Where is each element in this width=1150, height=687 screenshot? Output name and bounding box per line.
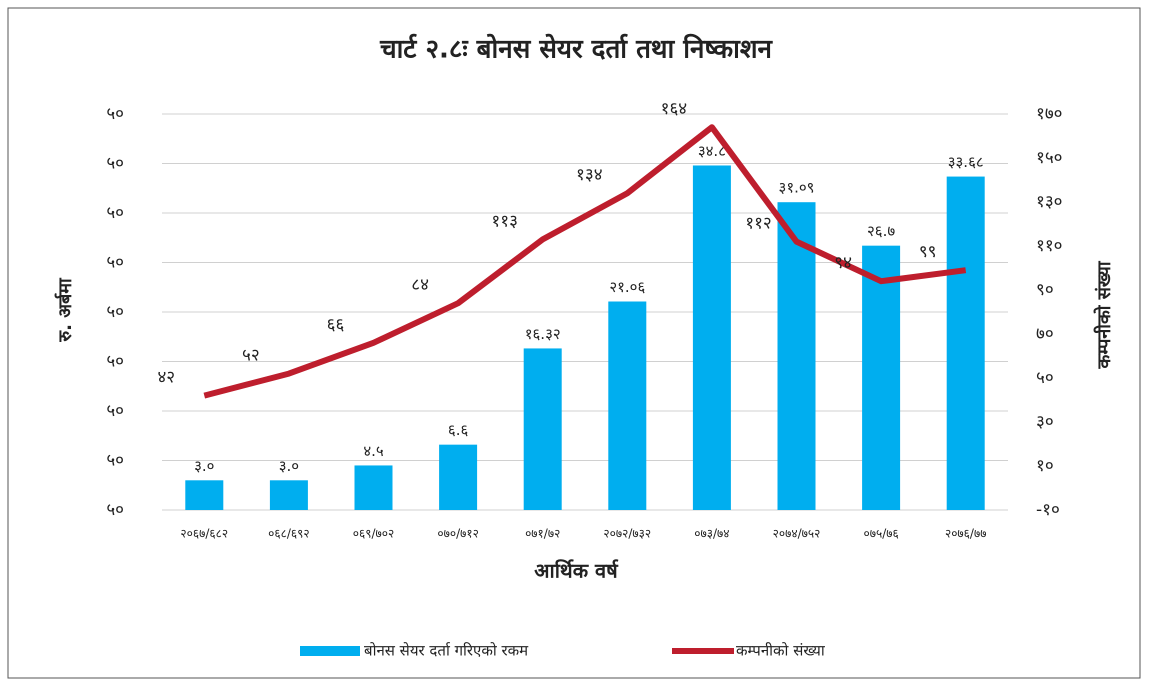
y-tick-label: ५० bbox=[106, 104, 124, 124]
y-tick-label: ५० bbox=[106, 253, 124, 273]
y2-tick-label: ११० bbox=[1036, 236, 1063, 256]
bar bbox=[439, 444, 478, 510]
data-label: ६६ bbox=[327, 315, 345, 335]
x-tick-label: ०७५/७६ bbox=[863, 527, 898, 541]
y2-tick-label: १० bbox=[1036, 456, 1054, 476]
bar bbox=[692, 165, 731, 511]
bar bbox=[269, 480, 308, 510]
bar bbox=[354, 465, 393, 510]
x-axis-title: आर्थिक वर्ष bbox=[534, 559, 619, 583]
y-tick-label: ५० bbox=[106, 203, 124, 223]
x-tick-label: ०७१/७२ bbox=[525, 527, 560, 541]
data-label: ४.५ bbox=[363, 442, 384, 460]
data-label: ३.० bbox=[279, 457, 299, 475]
y2-tick-label: ५० bbox=[1036, 368, 1054, 388]
y2-tick-label: ७० bbox=[1036, 324, 1054, 344]
data-label: ४२ bbox=[157, 368, 175, 388]
x-tick-label: ०६९/७०२ bbox=[353, 527, 394, 541]
data-label: ९९ bbox=[919, 242, 937, 262]
y2-tick-label: ३० bbox=[1036, 412, 1054, 432]
x-tick-label: २०७६/७७ bbox=[945, 527, 986, 541]
bar bbox=[523, 348, 562, 510]
data-label: ३१.०९ bbox=[779, 179, 815, 197]
bar bbox=[777, 202, 816, 511]
chart-title: चार्ट २.८ः बोनस सेयर दर्ता तथा निष्काशन bbox=[379, 34, 773, 65]
y-tick-label: ५० bbox=[106, 451, 124, 471]
y-tick-label: ५० bbox=[106, 500, 124, 520]
data-label: २६.७ bbox=[867, 222, 895, 240]
data-label: ११२ bbox=[745, 214, 772, 234]
bar bbox=[608, 301, 647, 510]
y-tick-label: ५० bbox=[106, 154, 124, 174]
x-tick-label: २०७२/७३२ bbox=[603, 527, 651, 541]
y-tick-label: ५० bbox=[106, 352, 124, 372]
data-label: ८४ bbox=[411, 275, 429, 295]
data-label: ११३ bbox=[491, 211, 518, 231]
bar bbox=[185, 480, 224, 510]
data-label: ५२ bbox=[242, 346, 260, 366]
data-label: ६.६ bbox=[448, 421, 469, 439]
y2-tick-label: १३० bbox=[1036, 192, 1063, 212]
data-label: २१.०६ bbox=[609, 278, 645, 296]
x-tick-label: ०६८/६९२ bbox=[268, 527, 309, 541]
y2-tick-label: १७० bbox=[1036, 104, 1063, 124]
x-tick-label: ०७३/७४ bbox=[694, 527, 729, 541]
y2-tick-label: १५० bbox=[1036, 148, 1063, 168]
y-tick-label: ५० bbox=[106, 401, 124, 421]
bar bbox=[862, 245, 901, 511]
data-label: ९४ bbox=[834, 253, 852, 273]
y-tick-label: ५० bbox=[106, 302, 124, 322]
y2-axis-title: कम्पनीको संख्या bbox=[1093, 260, 1115, 369]
x-tick-label: ०७०/७१२ bbox=[437, 527, 478, 541]
line bbox=[203, 124, 967, 399]
x-tick-label: २०७४/७५२ bbox=[773, 527, 821, 541]
x-tick-label: २०६७/६८२ bbox=[180, 527, 228, 541]
data-label: १६४ bbox=[661, 99, 688, 119]
legend-label: कम्पनीको संख्या bbox=[736, 642, 826, 660]
data-label: १३४ bbox=[576, 165, 603, 185]
legend-swatch bbox=[300, 646, 360, 656]
data-label: ३३.६८ bbox=[948, 153, 984, 171]
legend-label: बोनस सेयर दर्ता गरिएको रकम bbox=[364, 642, 529, 660]
data-label: ३.० bbox=[194, 457, 214, 475]
data-label: १६.३२ bbox=[525, 325, 561, 343]
y-axis-title: रु. अर्बमा bbox=[54, 277, 76, 343]
bar bbox=[946, 176, 985, 510]
y2-tick-label: -१० bbox=[1036, 500, 1060, 520]
data-label: ३४.८ bbox=[698, 142, 726, 160]
y2-tick-label: ९० bbox=[1036, 280, 1054, 300]
